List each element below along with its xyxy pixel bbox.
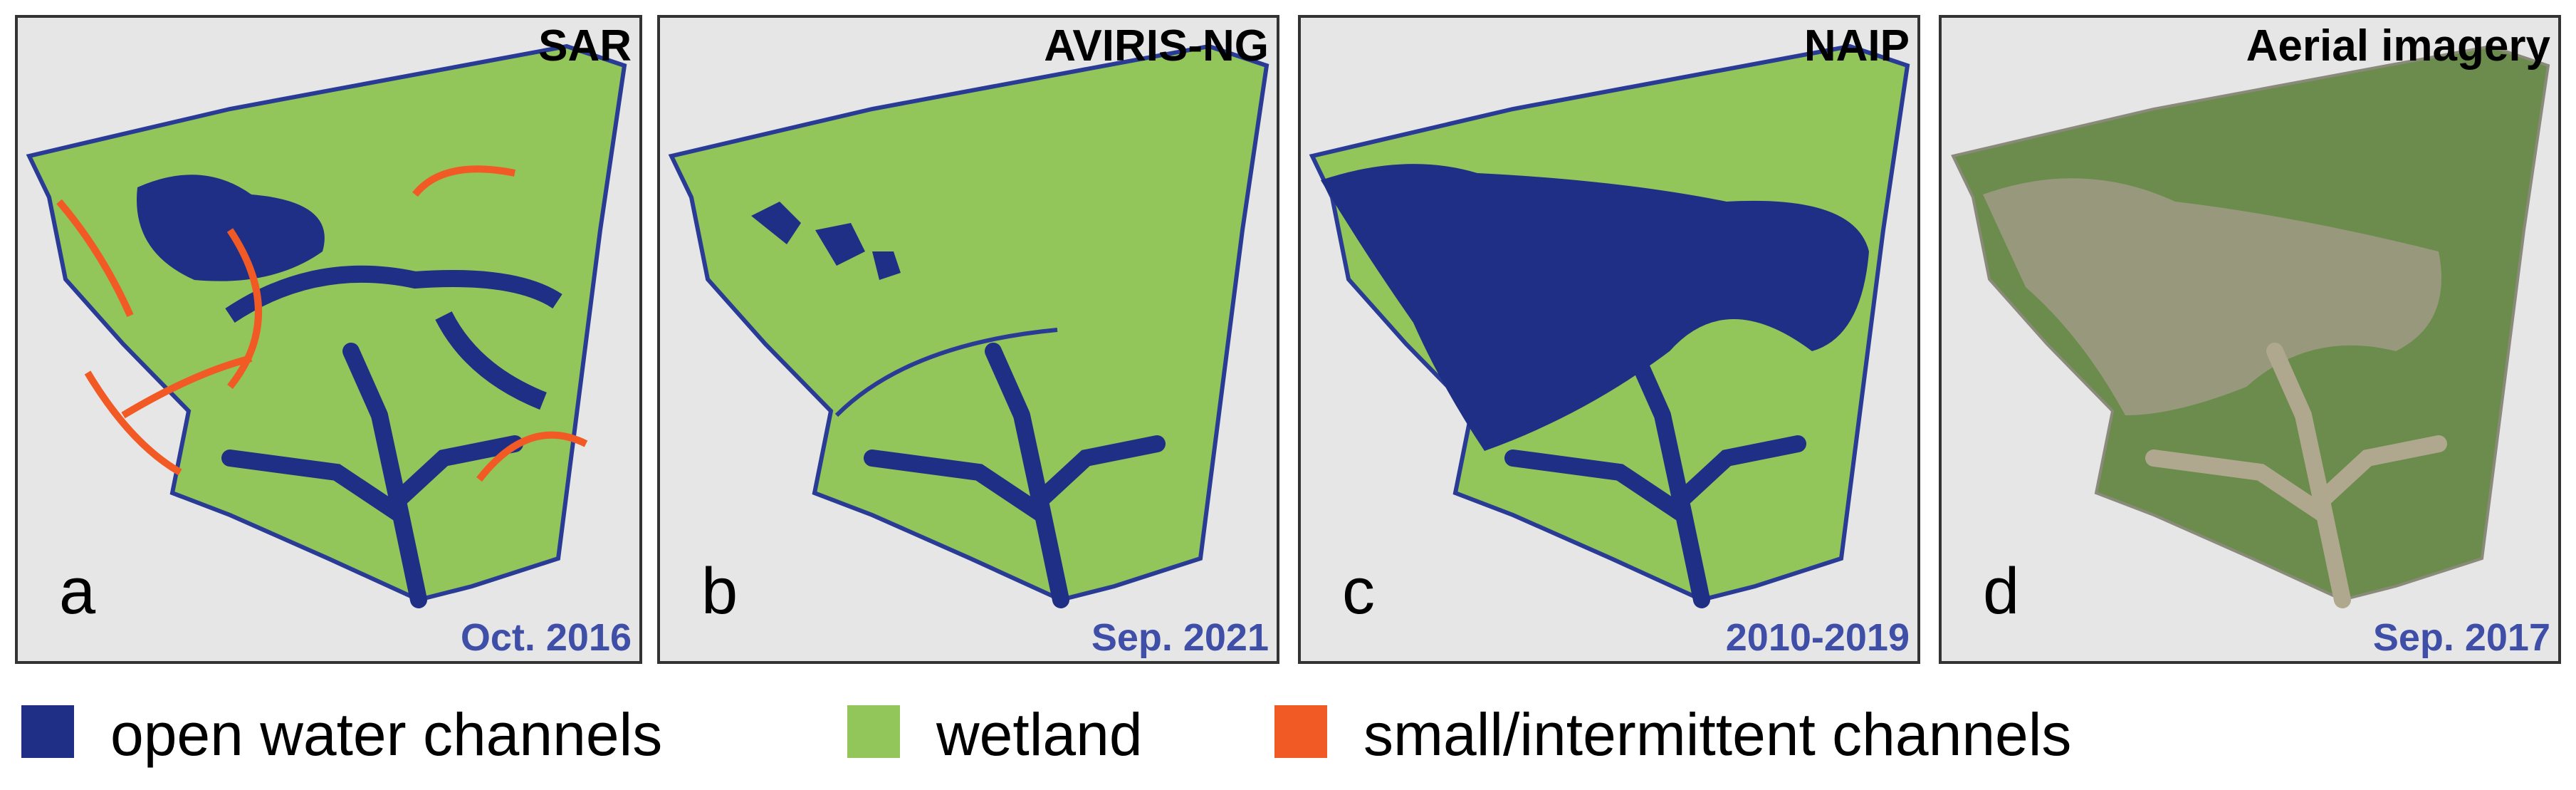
panel-date: Sep. 2017 [2373,616,2550,659]
panel-title: SAR [538,21,632,71]
water-body [137,175,325,281]
panel-title: Aerial imagery [2246,21,2551,71]
panel-sar: SAR a Oct. 2016 [15,15,642,664]
small-channel [56,165,588,482]
water-channel [435,311,547,410]
panel-naip: NAIP c 2010-2019 [1298,15,1920,664]
water-channel [834,328,1058,417]
panel-date: 2010-2019 [1726,616,1910,659]
panel-aerial: Aerial imagery d Sep. 2017 [1939,15,2561,664]
legend-label: wetland [936,701,1143,768]
panel-letter: c [1342,555,1375,628]
water-channel [225,265,562,323]
panel-date: Oct. 2016 [461,616,632,659]
legend-label: small/intermittent channels [1363,701,2071,768]
panel-title: NAIP [1804,21,1910,71]
panel-title: AVIRIS-NG [1044,21,1269,71]
legend-swatch [21,705,74,758]
water-patch [751,202,901,280]
panel-letter: d [1983,555,2019,628]
water-body [1321,164,1869,451]
panel-date: Sep. 2021 [1091,616,1269,659]
panel-letter: a [59,555,96,628]
legend: open water channels wetland small/intermit… [21,701,2071,768]
legend-swatch [1274,705,1327,758]
legend-swatch [847,705,900,758]
mudflat [1983,178,2441,416]
legend-label: open water channels [110,701,662,768]
panel-letter: b [701,555,738,628]
panel-aviris: AVIRIS-NG b Sep. 2021 [657,15,1279,664]
